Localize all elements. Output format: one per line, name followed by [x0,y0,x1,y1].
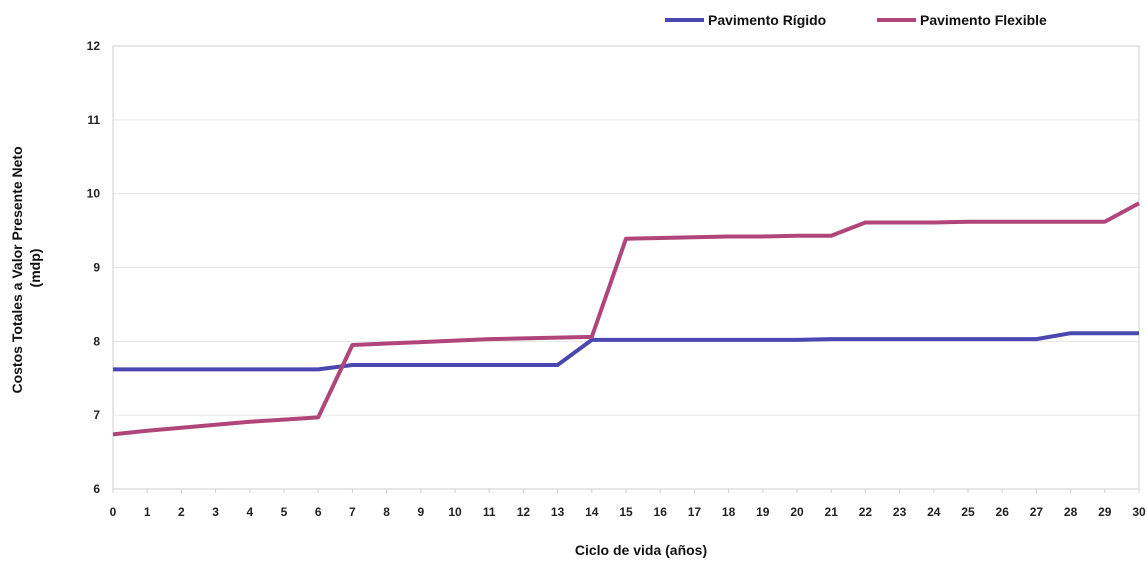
legend: Pavimento Rígido Pavimento Flexible [665,12,1047,28]
x-tick-label: 14 [585,505,599,519]
y-tick-labels: 6 7 8 9 10 11 12 [87,39,101,496]
x-tick-label: 5 [281,505,288,519]
y-axis-title-line-2: (mdp) [27,249,43,288]
legend-label-rigido: Pavimento Rígido [708,12,826,28]
x-tick-label: 30 [1132,505,1146,519]
x-tick-label: 7 [349,505,356,519]
x-tick-label: 13 [551,505,565,519]
x-tick-label: 10 [448,505,462,519]
x-tick-label: 12 [517,505,531,519]
x-tick-label: 17 [688,505,702,519]
y-tick-label: 10 [87,187,101,201]
x-tick-label: 4 [246,505,253,519]
x-tick-label: 6 [315,505,322,519]
x-axis-title: Ciclo de vida (años) [575,542,707,558]
x-tick-label: 3 [212,505,219,519]
series-line-flexible [112,201,1140,437]
x-tick-label: 2 [178,505,185,519]
y-tick-label: 12 [87,39,101,53]
x-tick-label: 22 [859,505,873,519]
x-tick-label: 19 [756,505,770,519]
x-tick-label: 16 [654,505,668,519]
y-axis-title-line-1: Costos Totales a Valor Presente Neto [9,146,25,393]
x-tick-label: 1 [144,505,151,519]
series-lines [112,201,1140,437]
x-tick-label: 27 [1030,505,1044,519]
x-tick-label: 9 [417,505,424,519]
x-tick-label: 26 [996,505,1010,519]
x-tick-label: 25 [961,505,975,519]
x-tick-labels: 0 1 2 3 4 5 6 7 8 9 10 11 12 13 14 15 16 17 18 19 20 21 22 23 24… [110,489,1146,519]
x-tick-label: 24 [927,505,941,519]
y-axis-title: Costos Totales a Valor Presente Neto (md… [9,142,43,393]
y-tick-label: 6 [93,482,100,496]
x-tick-label: 15 [619,505,633,519]
y-tick-label: 7 [93,408,100,422]
x-tick-label: 21 [825,505,839,519]
series-line-rigido [113,331,1139,372]
y-tick-label: 11 [87,113,100,127]
x-tick-label: 11 [483,505,496,519]
y-tick-label: 8 [93,334,100,348]
y-tick-label: 9 [93,261,100,275]
x-tick-label: 28 [1064,505,1078,519]
x-tick-label: 20 [790,505,804,519]
legend-label-flexible: Pavimento Flexible [920,12,1047,28]
x-tick-label: 18 [722,505,736,519]
x-tick-label: 0 [110,505,117,519]
x-tick-label: 29 [1098,505,1112,519]
x-tick-label: 23 [893,505,907,519]
x-tick-label: 8 [383,505,390,519]
